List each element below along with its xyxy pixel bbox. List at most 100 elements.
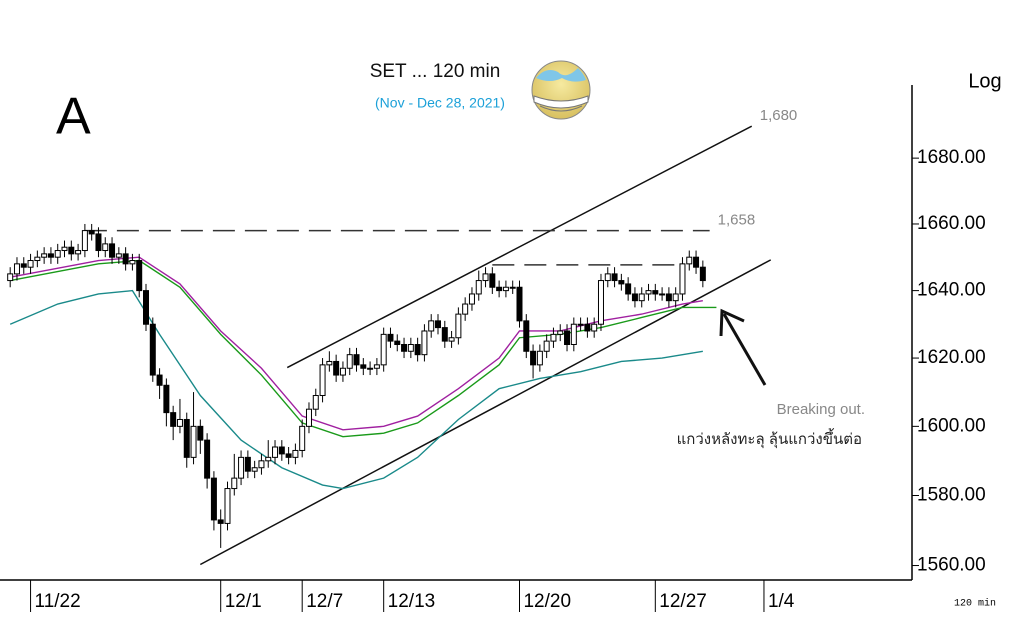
candle-body (47, 253, 54, 258)
y-tick-label: 1660.00 (917, 213, 986, 234)
y-tick-label: 1620.00 (917, 347, 986, 368)
candle-body (414, 344, 421, 356)
candle-body (61, 246, 68, 252)
candle-body (305, 408, 312, 427)
candle-body (265, 456, 272, 462)
candle-body (7, 273, 14, 282)
trend-line (286, 125, 753, 369)
candle-body (557, 330, 564, 335)
candle-body (163, 384, 170, 414)
candle-body (156, 374, 163, 386)
candle-body (68, 246, 75, 255)
candle-body (299, 425, 306, 451)
panel-label: A (56, 88, 91, 146)
candle-body (407, 344, 414, 352)
candle-body (88, 230, 95, 235)
candle-body (217, 519, 224, 524)
candle-body (312, 395, 319, 410)
candle-body (686, 256, 693, 265)
candle-body (319, 364, 326, 397)
candle-body (81, 230, 88, 252)
candle-body (516, 286, 523, 322)
line-label: 1,680 (760, 107, 798, 124)
x-tick-label: 12/1 (225, 591, 262, 612)
candle-body (278, 446, 285, 455)
candle-body (645, 290, 652, 295)
candle-body (435, 320, 442, 329)
candle-body (326, 360, 333, 366)
candle-body (360, 364, 367, 369)
candle-body (149, 323, 156, 376)
candle-body (292, 449, 299, 458)
candle-body (604, 273, 611, 282)
candle-body (618, 280, 625, 285)
candle-body (353, 354, 360, 366)
candle-body (577, 323, 584, 326)
candle-body (496, 286, 503, 292)
candle-body (591, 323, 598, 332)
candle-body (102, 243, 109, 252)
candle-body (455, 313, 462, 339)
candle-body (244, 456, 251, 472)
candle-body (54, 250, 61, 258)
y-tick-label: 1600.00 (917, 415, 986, 436)
candle-body (122, 253, 129, 265)
candle-body (333, 360, 340, 376)
candle-body (109, 243, 116, 258)
candle-body (95, 233, 102, 252)
candle-body (272, 446, 279, 458)
candle-body (136, 260, 143, 292)
candle-body (285, 453, 292, 458)
candle-body (143, 290, 150, 325)
candle-body (75, 250, 82, 255)
candle-body (210, 477, 217, 521)
candle-body (176, 418, 183, 427)
trend-line (199, 259, 772, 566)
candle-body (373, 364, 380, 369)
scale-label: Log (968, 70, 1001, 92)
candle-body (584, 323, 591, 332)
candle-body (502, 286, 509, 292)
candle-body (129, 260, 136, 265)
candle-body (693, 256, 700, 268)
candle-body (523, 320, 530, 352)
ma-line (10, 259, 717, 438)
candle-body (672, 293, 679, 302)
candle-body (625, 283, 632, 295)
candle-body (536, 350, 543, 366)
candle-body (441, 327, 448, 342)
candle-body (530, 350, 537, 366)
candle-body (638, 293, 645, 302)
interval-label: 120 min (954, 598, 996, 610)
candle-body (428, 320, 435, 332)
x-tick-label: 12/20 (523, 591, 571, 612)
candle-body (509, 286, 516, 289)
candle-body (462, 303, 469, 315)
x-tick-label: 1/4 (768, 591, 795, 612)
candle-body (258, 460, 265, 469)
annotation: แกว่งหลังทะลุ ลุ้นแกว่งขึ้นต่อ (677, 428, 862, 449)
x-tick-label: 12/27 (659, 591, 707, 612)
candle-body (679, 263, 686, 295)
candle-body (631, 293, 638, 302)
candle-body (346, 354, 353, 369)
candle-body (659, 293, 666, 296)
chart-subtitle: (Nov - Dec 28, 2021) (375, 95, 505, 111)
candle-body (41, 253, 48, 258)
y-tick-label: 1680.00 (917, 147, 986, 168)
candle-body (570, 323, 577, 346)
candle-body (482, 273, 489, 282)
candle-body (448, 337, 455, 342)
globe-icon (531, 60, 591, 120)
candle-body (224, 488, 231, 524)
arrow (719, 308, 767, 386)
ma-line (9, 289, 703, 490)
candle-body (34, 256, 41, 262)
candle-body (197, 425, 204, 441)
candle-body (231, 477, 238, 490)
candle-body (475, 280, 482, 295)
candle-body (183, 418, 190, 458)
candle-body (13, 263, 20, 275)
candle-body (401, 344, 408, 352)
